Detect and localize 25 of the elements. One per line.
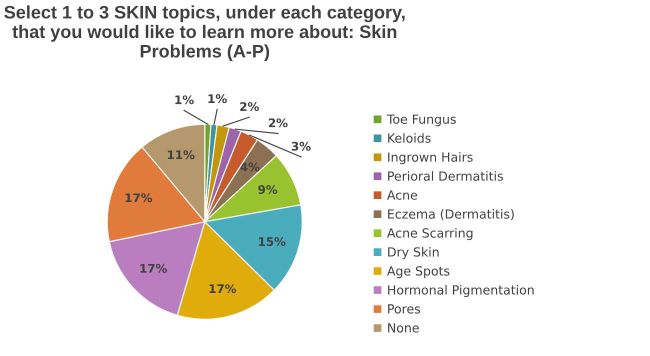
legend-label: Toe Fungus [386, 114, 456, 126]
legend-label: Eczema (Dermatitis) [388, 209, 514, 220]
legend-label: Hormonal Pigmentation [388, 284, 534, 298]
legend-label: Perioral Dermatitis [388, 171, 503, 181]
legend-label: Ingrown Hairs [388, 152, 473, 164]
legend-label: Acne [387, 190, 418, 200]
legend-label: Dry Skin [388, 247, 439, 260]
data-label: 17% [140, 264, 167, 273]
data-label: 17% [126, 193, 152, 202]
data-label: 4% [240, 162, 260, 172]
data-label: 2% [268, 118, 288, 128]
data-label: 1% [208, 94, 227, 104]
legend-label: Acne Scarring [387, 228, 472, 240]
data-label: 9% [258, 185, 278, 194]
legend-label: Pores [388, 304, 420, 314]
data-label: 15% [258, 237, 286, 246]
legend-label: Age Spots [387, 266, 450, 278]
data-label: 17% [210, 284, 236, 294]
data-label: 3% [292, 142, 311, 151]
legend-label: Keloids [388, 133, 431, 143]
chart-title: Select 1 to 3 SKIN topics, under each category, that you would like to learn more about: Skin Problems (A-P) [4, 5, 405, 62]
data-label: 1% [175, 95, 194, 104]
legend-label: None [388, 323, 419, 333]
data-label: 2% [240, 102, 259, 111]
data-label: 11% [168, 150, 194, 160]
